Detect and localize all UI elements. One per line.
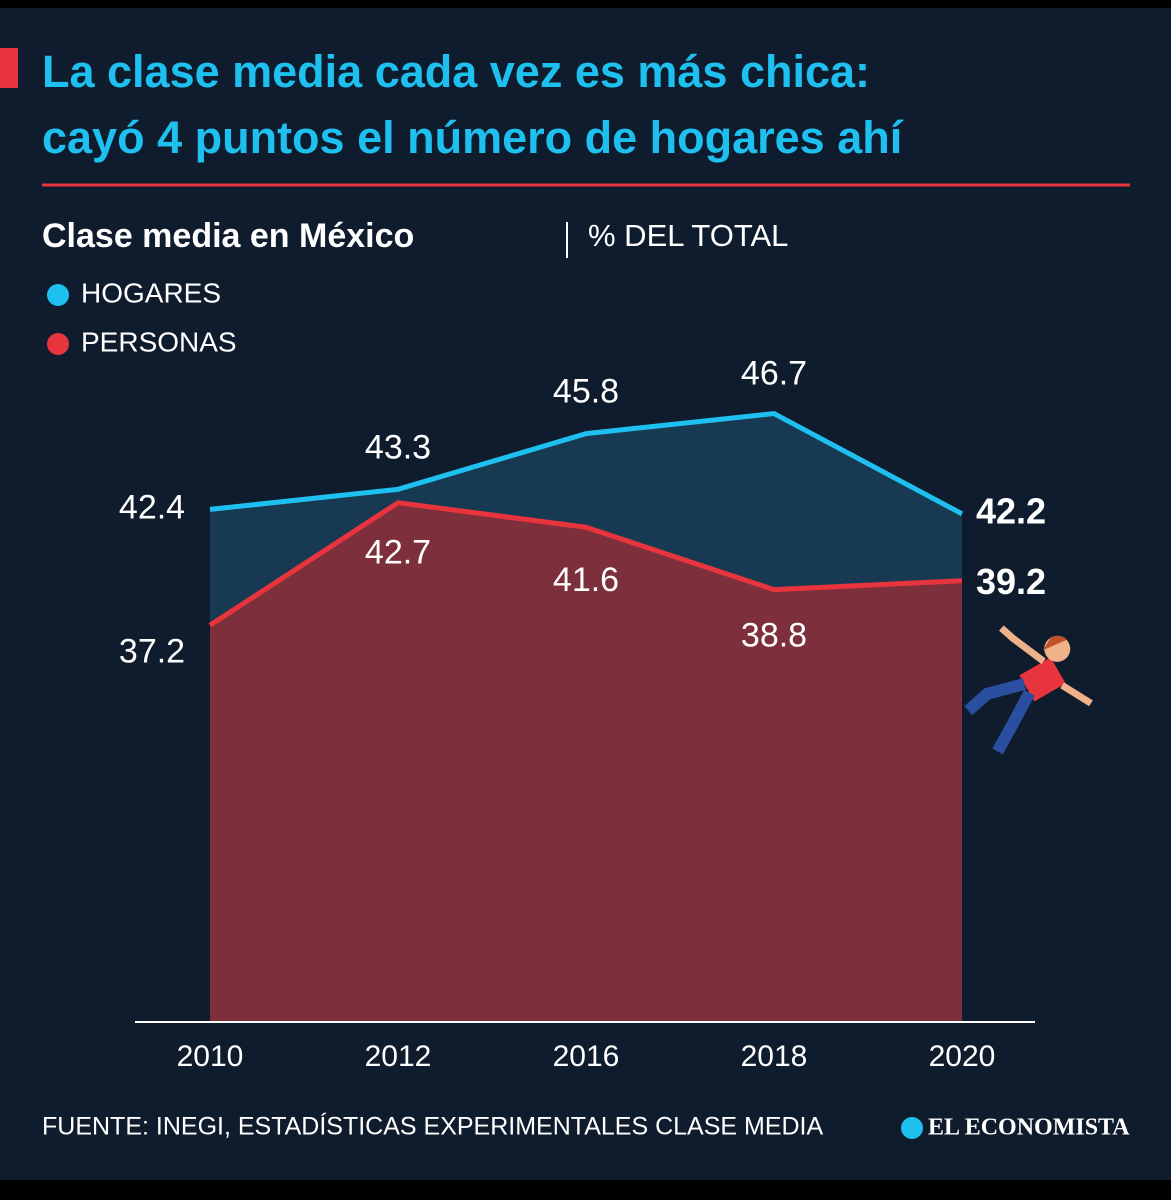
legend-swatch	[47, 333, 69, 355]
subtitle: Clase media en México	[42, 217, 414, 255]
plot: HOGARES PERSONAS 42.4 43.3 45.8 46.7 42.2 37.2 4…	[47, 277, 1046, 1073]
area	[210, 502, 962, 1022]
source: FUENTE: INEGI, ESTADÍSTICAS EXPERIMENTAL…	[42, 1112, 824, 1141]
x-tick-label: 2018	[741, 1040, 808, 1073]
value-label: 46.7	[741, 355, 807, 393]
line	[209, 411, 964, 517]
logo: EL ECONOMISTA	[928, 1115, 1130, 1141]
title-marker	[0, 48, 18, 88]
unit-label: % DEL TOTAL	[588, 218, 788, 253]
value-label: 37.2	[119, 632, 185, 670]
value-label: 39.2	[976, 561, 1046, 602]
value-label: 45.8	[553, 373, 619, 411]
legend-label: HOGARES	[81, 277, 221, 308]
legend-label: PERSONAS	[81, 326, 237, 357]
value-label: 43.3	[365, 428, 431, 466]
chart-title: La clase media cada vez es más chica: cay…	[42, 46, 904, 163]
legend-swatch	[47, 284, 69, 306]
value-label: 42.2	[976, 490, 1046, 531]
falling-figure	[964, 625, 1093, 755]
value-label: 41.6	[553, 561, 619, 599]
value-label: 42.7	[365, 534, 431, 572]
x-tick-label: 2010	[177, 1040, 244, 1073]
logo-icon	[901, 1117, 923, 1139]
value-label: 42.4	[119, 488, 185, 526]
x-tick-label: 2016	[553, 1040, 620, 1073]
value-label: 38.8	[741, 617, 807, 655]
line	[208, 500, 963, 628]
x-tick-label: 2020	[929, 1040, 996, 1073]
x-tick-label: 2012	[365, 1040, 432, 1073]
